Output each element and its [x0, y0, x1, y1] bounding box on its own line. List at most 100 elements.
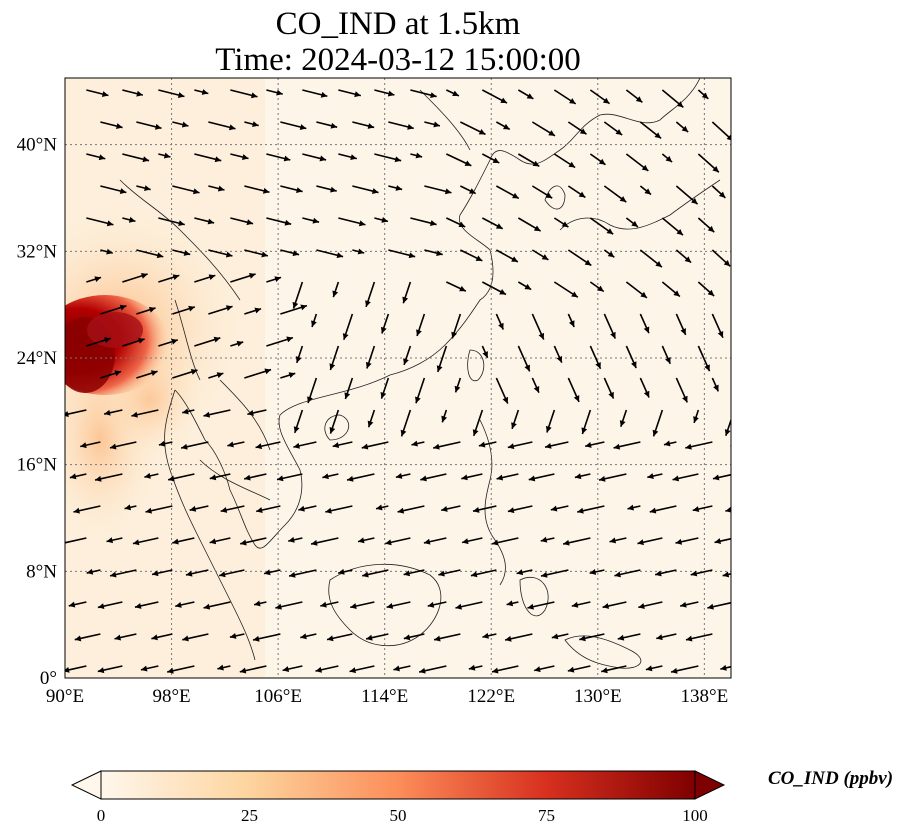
wind-vector-head [742, 161, 748, 167]
wind-vector-head [275, 603, 282, 610]
wind-vector-head [430, 220, 437, 227]
wind-vector-shaft [748, 250, 766, 267]
wind-vector-head [240, 539, 247, 546]
wind-vector-head [459, 285, 466, 292]
wind-vector-head [614, 571, 621, 578]
wind-vector-head [182, 408, 189, 415]
wind-vector-head [676, 228, 684, 236]
wind-vector-shaft [734, 218, 750, 234]
wind-vector-head [217, 185, 225, 192]
wind-vector-head [367, 420, 374, 428]
wind-vectors [65, 89, 766, 674]
wind-vector-head [329, 363, 336, 370]
wind-vector-head [433, 443, 440, 450]
wind-vector-head [94, 276, 102, 283]
wind-vector-head [320, 601, 327, 608]
wind-vector-head [277, 475, 284, 482]
wind-vector-head [455, 603, 462, 610]
wind-vector-head [441, 415, 448, 423]
wind-vector-head [498, 322, 504, 330]
wind-vector-head [300, 304, 307, 311]
wind-vector-head [470, 571, 478, 578]
wind-vector-head [643, 326, 650, 334]
wind-vector-head [690, 570, 698, 577]
wind-vector-head [144, 185, 151, 192]
wind-vector-head [615, 129, 623, 136]
wind-vector-head [295, 356, 302, 363]
wind-vector-head [264, 368, 272, 375]
wind-vector-head [244, 474, 251, 481]
wind-vector-head [296, 187, 303, 194]
wind-vector-head [584, 259, 592, 266]
wind-vector-head [380, 392, 387, 399]
wind-vector-head [571, 291, 578, 298]
wind-vector-head [358, 220, 366, 227]
wind-vector-head [395, 185, 403, 191]
wind-vector-head [255, 443, 263, 450]
wind-vector-head [734, 351, 739, 358]
wind-vector-head [163, 152, 171, 159]
wind-vector-head [320, 91, 328, 98]
wind-vector-head [247, 409, 254, 416]
wind-vector-head [545, 192, 553, 199]
wind-vector-head [551, 633, 559, 640]
wind-vector-head [434, 635, 441, 642]
wind-vector-head [760, 261, 766, 267]
wind-vector-head [106, 537, 114, 544]
wind-vector-shaft [730, 445, 731, 447]
wind-vector-head [227, 441, 234, 448]
wind-vector-head [140, 665, 148, 672]
wind-vector-head [185, 570, 193, 577]
wind-vector-head [246, 219, 254, 226]
wind-vector-head [534, 666, 541, 673]
wind-vector-head [541, 571, 548, 578]
wind-vector-head [601, 667, 608, 674]
wind-vector-head [627, 504, 635, 511]
wind-vector-head [65, 666, 70, 673]
wind-vector-head [430, 92, 437, 99]
wind-vector-head [325, 507, 332, 514]
wind-vector-head [330, 186, 337, 193]
wind-vector-head [464, 160, 472, 166]
wind-vector-head [717, 330, 724, 338]
wind-vector-head [640, 291, 647, 298]
map-frame [64, 77, 732, 679]
wind-vector-head [124, 504, 132, 511]
wind-vector-head [452, 90, 459, 97]
wind-vector-head [307, 396, 313, 404]
wind-vector-head [338, 568, 345, 575]
wind-vector-head [276, 89, 283, 96]
wind-vector-head [110, 571, 117, 578]
wind-vector-head [492, 539, 499, 546]
wind-vector-head [74, 635, 82, 642]
wind-vector-head [407, 123, 414, 130]
wind-vector-head [613, 443, 621, 450]
wind-vector-head [80, 442, 87, 449]
wind-vector-head [219, 571, 226, 578]
wind-vector-head [647, 473, 654, 479]
colorbar-extend-low [70, 770, 102, 800]
wind-vector-head [311, 539, 318, 546]
wind-vector-head [436, 365, 443, 372]
wind-vector-head [119, 304, 127, 311]
wind-vector-head [567, 666, 575, 673]
wind-vector-head [511, 422, 517, 429]
wind-vector-head [610, 331, 616, 339]
wind-vector-head [394, 156, 402, 163]
wind-vector-head [478, 129, 486, 135]
wind-vector-head [106, 248, 113, 255]
wind-vector-head [203, 603, 211, 610]
wind-vector-head [109, 443, 117, 450]
wind-vector-head [293, 426, 300, 433]
wind-vector-head [503, 123, 510, 130]
wind-vector-head [330, 122, 338, 129]
wind-vector-head [261, 251, 268, 258]
wind-vector-head [282, 666, 290, 673]
wind-vector-head [189, 505, 197, 512]
wind-vector-head [192, 188, 200, 195]
wind-vector-head [292, 301, 299, 309]
wind-vector-head [499, 289, 506, 295]
wind-vector-head [682, 395, 688, 403]
wind-vector-head [387, 90, 395, 97]
wind-vector-head [638, 603, 645, 609]
